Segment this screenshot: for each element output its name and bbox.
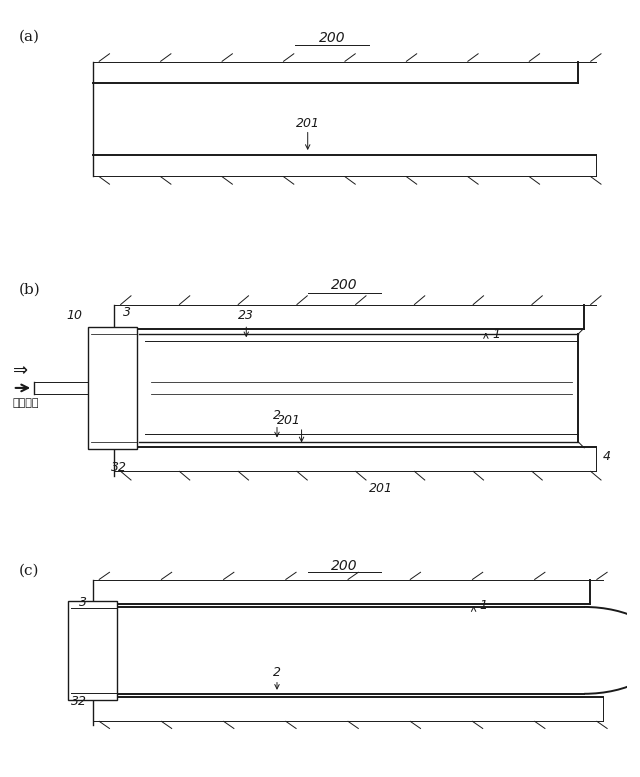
Text: (a): (a) <box>19 30 40 44</box>
Text: 201: 201 <box>296 117 320 130</box>
Text: 4: 4 <box>603 450 611 463</box>
Text: 200: 200 <box>332 559 358 573</box>
Text: 200: 200 <box>319 31 346 45</box>
Text: 200: 200 <box>332 278 358 292</box>
Bar <box>68 601 117 700</box>
Text: ⇒: ⇒ <box>13 362 28 380</box>
Text: 32: 32 <box>111 462 127 474</box>
Bar <box>88 327 137 449</box>
Text: 32: 32 <box>70 695 86 709</box>
Text: 注水加圧: 注水加圧 <box>13 398 39 408</box>
Text: 23: 23 <box>238 309 254 322</box>
Text: (b): (b) <box>19 283 41 297</box>
Text: 1: 1 <box>480 599 488 612</box>
Text: 2: 2 <box>273 666 281 678</box>
Text: 3: 3 <box>124 306 131 319</box>
Text: 3: 3 <box>79 597 86 609</box>
Text: 201: 201 <box>277 414 301 427</box>
Text: 201: 201 <box>369 482 394 495</box>
Text: 2: 2 <box>273 409 281 422</box>
Text: 1: 1 <box>492 328 500 340</box>
Text: 10: 10 <box>66 309 82 322</box>
Text: (c): (c) <box>19 563 40 577</box>
